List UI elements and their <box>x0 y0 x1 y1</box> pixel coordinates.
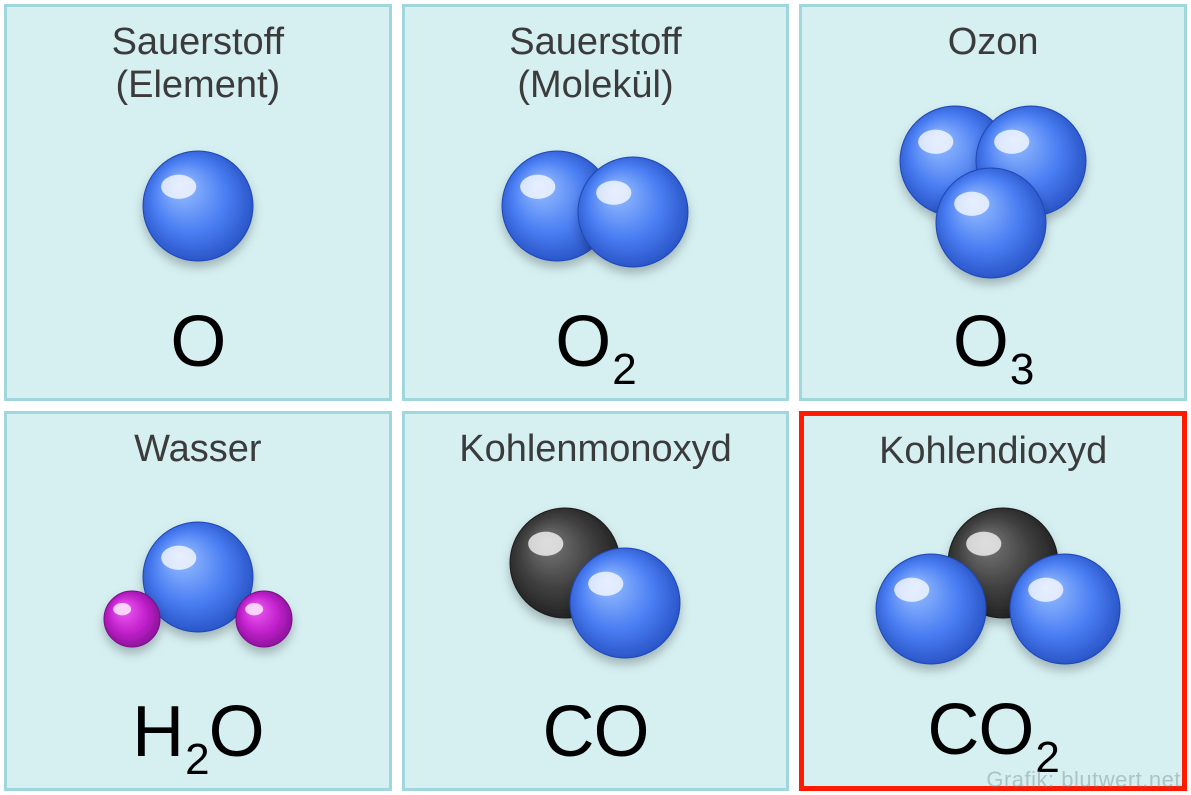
card-title: Ozon <box>948 21 1039 64</box>
formula-part: O <box>953 306 1008 378</box>
card-title: Sauerstoff (Molekül) <box>509 21 682 106</box>
formula-part: O <box>170 306 225 378</box>
chemical-formula: O3 <box>953 306 1034 378</box>
card-co: Kohlenmonoxyd CO <box>402 411 790 791</box>
formula-part: CO <box>542 696 648 768</box>
molecule-graphic <box>814 473 1172 694</box>
formula-subscript: 2 <box>185 738 208 782</box>
molecule-graphic <box>17 106 379 306</box>
card-title: Sauerstoff (Element) <box>112 21 285 106</box>
formula-part: O <box>209 696 264 768</box>
card-h2o: Wasser H2O <box>4 411 392 791</box>
formula-part: CO <box>927 694 1033 766</box>
molecule-graphic <box>812 64 1174 307</box>
chemical-formula: CO <box>542 696 648 768</box>
card-co2: Kohlendioxyd CO2 <box>799 411 1187 791</box>
chemical-formula: CO2 <box>927 694 1058 766</box>
formula-part: O <box>555 306 610 378</box>
molecule-grid: Sauerstoff (Element)OSauerstoff (Molekül… <box>0 0 1191 795</box>
molecule-graphic <box>415 106 777 306</box>
card-title: Kohlenmonoxyd <box>459 428 732 471</box>
molecule-graphic <box>17 471 379 696</box>
card-o3: Ozon O3 <box>799 4 1187 401</box>
chemical-formula: O <box>170 306 225 378</box>
card-o-element: Sauerstoff (Element) O <box>4 4 392 401</box>
molecule-graphic <box>415 471 777 696</box>
formula-part: H <box>132 696 183 768</box>
card-o2: Sauerstoff (Molekül) O2 <box>402 4 790 401</box>
credit-text: Grafik: blutwert.net <box>986 767 1181 793</box>
chemical-formula: O2 <box>555 306 636 378</box>
formula-subscript: 3 <box>1010 348 1033 392</box>
card-title: Kohlendioxyd <box>879 430 1107 473</box>
formula-subscript: 2 <box>612 348 635 392</box>
chemical-formula: H2O <box>132 696 264 768</box>
card-title: Wasser <box>134 428 261 471</box>
